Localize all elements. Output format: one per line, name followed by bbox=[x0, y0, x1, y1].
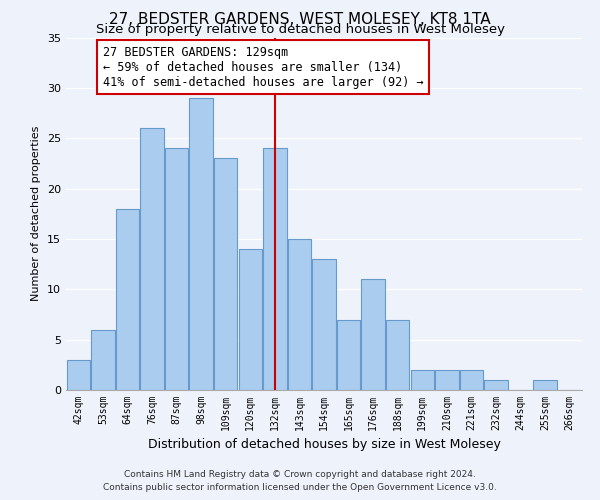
Bar bbox=[386, 320, 409, 390]
X-axis label: Distribution of detached houses by size in West Molesey: Distribution of detached houses by size … bbox=[148, 438, 500, 452]
Bar bbox=[361, 279, 385, 390]
Text: 27 BEDSTER GARDENS: 129sqm
← 59% of detached houses are smaller (134)
41% of sem: 27 BEDSTER GARDENS: 129sqm ← 59% of deta… bbox=[103, 46, 424, 88]
Text: 27, BEDSTER GARDENS, WEST MOLESEY, KT8 1TA: 27, BEDSTER GARDENS, WEST MOLESEY, KT8 1… bbox=[109, 12, 491, 28]
Bar bbox=[263, 148, 287, 390]
Bar bbox=[165, 148, 188, 390]
Bar bbox=[91, 330, 115, 390]
Bar bbox=[116, 208, 139, 390]
Bar bbox=[140, 128, 164, 390]
Bar bbox=[190, 98, 213, 390]
Bar bbox=[239, 249, 262, 390]
Bar bbox=[435, 370, 458, 390]
Bar bbox=[484, 380, 508, 390]
Text: Size of property relative to detached houses in West Molesey: Size of property relative to detached ho… bbox=[95, 22, 505, 36]
Bar bbox=[533, 380, 557, 390]
Bar bbox=[460, 370, 483, 390]
Text: Contains HM Land Registry data © Crown copyright and database right 2024.
Contai: Contains HM Land Registry data © Crown c… bbox=[103, 470, 497, 492]
Bar bbox=[288, 239, 311, 390]
Y-axis label: Number of detached properties: Number of detached properties bbox=[31, 126, 41, 302]
Bar bbox=[67, 360, 90, 390]
Bar bbox=[337, 320, 360, 390]
Bar bbox=[313, 259, 335, 390]
Bar bbox=[214, 158, 238, 390]
Bar bbox=[410, 370, 434, 390]
